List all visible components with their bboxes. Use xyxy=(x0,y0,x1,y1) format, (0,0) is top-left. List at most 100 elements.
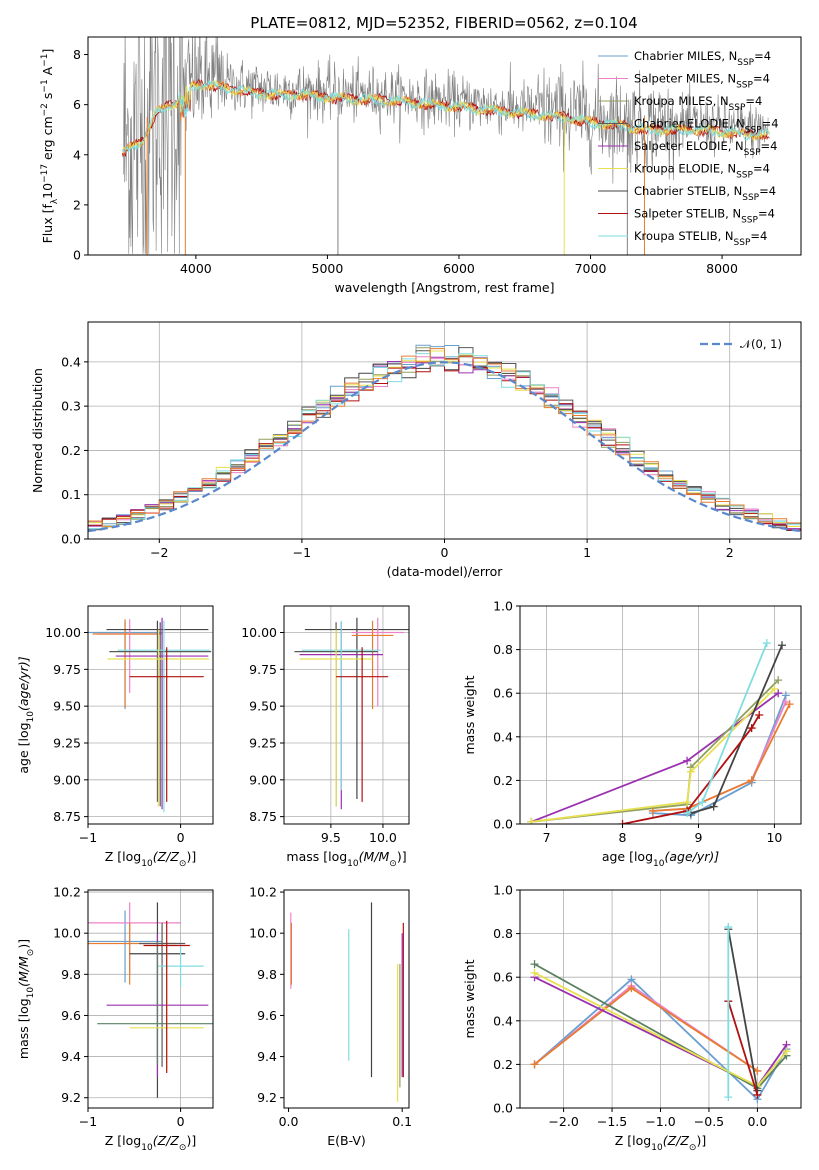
legend-label: Chabrier ELODIE, NSSP=4 xyxy=(634,117,779,136)
y-axis-label-part: 10 xyxy=(40,183,55,199)
x-axis-label-part: ⊙ xyxy=(179,859,187,869)
weight-point-marker xyxy=(747,724,756,733)
x-tick-label: −1 xyxy=(79,830,97,845)
data-point xyxy=(351,620,394,710)
x-axis-label-part: 10 xyxy=(141,1143,153,1153)
weight-point-marker xyxy=(753,1090,762,1099)
legend-label: Kroupa ELODIE, NSSP=4 xyxy=(634,162,770,181)
weight-point-marker xyxy=(774,676,783,685)
data-point xyxy=(301,620,381,791)
y-tick-label: 0.4 xyxy=(493,1013,513,1028)
data-point xyxy=(92,619,158,708)
x-tick-label: 10.0 xyxy=(369,830,397,845)
legend-label-part: =4 xyxy=(753,162,770,176)
y-tick-label: 2 xyxy=(73,197,81,212)
weight-point-marker xyxy=(527,817,536,824)
y-tick-label: 10.0 xyxy=(249,926,277,941)
y-tick-label: 0.0 xyxy=(61,532,81,547)
weight-series-line xyxy=(533,978,788,1101)
legend-label-part: SSP xyxy=(741,216,758,226)
weight-series xyxy=(530,984,762,1075)
model-spectrum-line xyxy=(121,80,770,154)
plot-area xyxy=(290,902,404,1102)
weight-point-marker xyxy=(709,802,718,811)
weight-point-marker xyxy=(686,767,695,776)
legend-label-part: =4 xyxy=(761,139,778,153)
y-tick-label: 0.0 xyxy=(493,1101,513,1116)
y-axis-label-part: ] xyxy=(40,49,55,54)
y-axis-label: Normed distribution xyxy=(30,368,45,493)
y-tick-label: 9.25 xyxy=(53,735,81,750)
weight-point-marker xyxy=(618,820,627,824)
data-point xyxy=(351,617,404,707)
y-tick-label: 9.00 xyxy=(249,772,277,787)
x-tick-label: −1.0 xyxy=(645,1114,675,1129)
data-point xyxy=(157,945,204,987)
axes-frame xyxy=(283,605,410,825)
x-tick-label: −0.5 xyxy=(694,1114,724,1129)
y-tick-label: 10.2 xyxy=(53,885,81,900)
plot-area xyxy=(121,37,770,255)
y-tick-label: 9.4 xyxy=(61,1049,81,1064)
legend-label-part: Kroupa ELODIE, N xyxy=(634,162,736,176)
y-tick-label: 1.0 xyxy=(493,883,513,898)
axes-frame xyxy=(283,889,410,1109)
x-axis-label: (data-model)/error xyxy=(387,564,504,579)
y-tick-label: 8.75 xyxy=(53,809,81,824)
y-axis-label-part: −1 xyxy=(40,79,50,92)
weight-point-marker xyxy=(627,984,636,993)
y-tick-label: 9.2 xyxy=(61,1090,81,1105)
legend-label-part: =4 xyxy=(754,49,771,63)
y-tick-label: 9.50 xyxy=(53,699,81,714)
y-tick-label: 0.2 xyxy=(493,773,513,788)
legend-label-part: Chabrier STELIB, N xyxy=(634,184,742,198)
legend-label-part: Salpeter MILES, N xyxy=(634,72,736,86)
weight-series-line xyxy=(652,695,787,817)
x-axis-label-part: mass [log xyxy=(286,849,347,864)
x-axis-label: mass [log10(M/M⊙)] xyxy=(286,849,406,869)
y-tick-label: 10.2 xyxy=(249,885,277,900)
y-tick-label: 9.2 xyxy=(257,1090,277,1105)
y-axis-label: age [log10(age/yr)] xyxy=(16,656,36,773)
y-tick-label: 0.3 xyxy=(61,399,81,414)
weight-point-marker xyxy=(785,700,794,709)
panel-mass-vs-Z: −1 09.29.49.69.810.010.2Z [log10(Z/Z⊙)]ma… xyxy=(16,885,214,1153)
axes-frame xyxy=(87,605,214,825)
y-tick-label: 1.0 xyxy=(493,599,513,614)
x-axis-label-part: 10 xyxy=(651,1143,663,1153)
x-axis-label-part: Z [log xyxy=(615,1133,651,1148)
y-tick-label: 0.6 xyxy=(493,970,513,985)
plot-area xyxy=(88,902,213,1098)
plot-area xyxy=(88,344,801,535)
data-point xyxy=(88,910,163,983)
weight-point-marker xyxy=(698,798,707,807)
data-point xyxy=(106,620,209,802)
x-tick-label: 0.0 xyxy=(747,1114,767,1129)
data-point xyxy=(117,620,211,813)
y-tick-label: 0.8 xyxy=(493,926,513,941)
legend-label-part: SSP xyxy=(734,238,751,248)
x-tick-label: 7000 xyxy=(575,261,607,276)
x-tick-label: −1 xyxy=(79,1114,97,1129)
x-tick-label: −1.5 xyxy=(597,1114,627,1129)
y-axis-label: mass weight xyxy=(462,675,477,754)
x-tick-label: 8 xyxy=(619,830,627,845)
panel-residuals: −2 −1 0 1 2 0.0 0.1 0.2 0.3 0.4 (data-model)/error… xyxy=(30,321,802,579)
x-axis-label-part: ⊙ xyxy=(389,859,397,869)
weight-point-marker xyxy=(762,639,771,648)
x-axis-label-part: )] xyxy=(186,849,196,864)
y-tick-label: 9.75 xyxy=(249,662,277,677)
x-tick-label: 0 xyxy=(177,1114,185,1129)
weight-point-marker xyxy=(530,1060,539,1069)
y-tick-label: 8 xyxy=(73,47,81,62)
x-axis-label-part: age [log xyxy=(602,849,653,864)
y-tick-label: 0 xyxy=(73,248,81,263)
weight-series xyxy=(724,923,733,1102)
legend-label: Kroupa MILES, NSSP=4 xyxy=(634,94,762,113)
y-tick-label: 8.75 xyxy=(249,809,277,824)
legend-label-part: =4 xyxy=(762,117,779,131)
x-axis-label-part: Z [log xyxy=(105,1133,141,1148)
legend-label-part: =4 xyxy=(758,207,775,221)
x-axis-label-part: )] xyxy=(696,1133,706,1148)
x-tick-label: 8000 xyxy=(706,261,738,276)
